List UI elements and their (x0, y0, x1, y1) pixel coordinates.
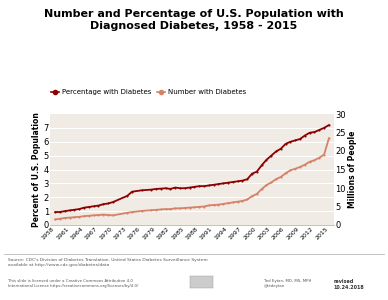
Y-axis label: Percent of U.S. Population: Percent of U.S. Population (32, 112, 41, 227)
Text: Ted Eytan, MD, MS, MPH
@tedeytan: Ted Eytan, MD, MS, MPH @tedeytan (264, 279, 311, 288)
Y-axis label: Millions of People: Millions of People (348, 131, 357, 208)
Text: Number and Percentage of U.S. Population with
Diagnosed Diabetes, 1958 - 2015: Number and Percentage of U.S. Population… (44, 9, 344, 32)
Text: revised
10.24.2018: revised 10.24.2018 (334, 279, 364, 290)
Text: This slide is licensed under a Creative Commons Attribution 4.0
International Li: This slide is licensed under a Creative … (8, 279, 138, 288)
Text: Source: CDC's Division of Diabetes Translation. United States Diabetes Surveilla: Source: CDC's Division of Diabetes Trans… (8, 258, 207, 267)
Legend: Percentage with Diabetes, Number with Diabetes: Percentage with Diabetes, Number with Di… (48, 86, 249, 98)
